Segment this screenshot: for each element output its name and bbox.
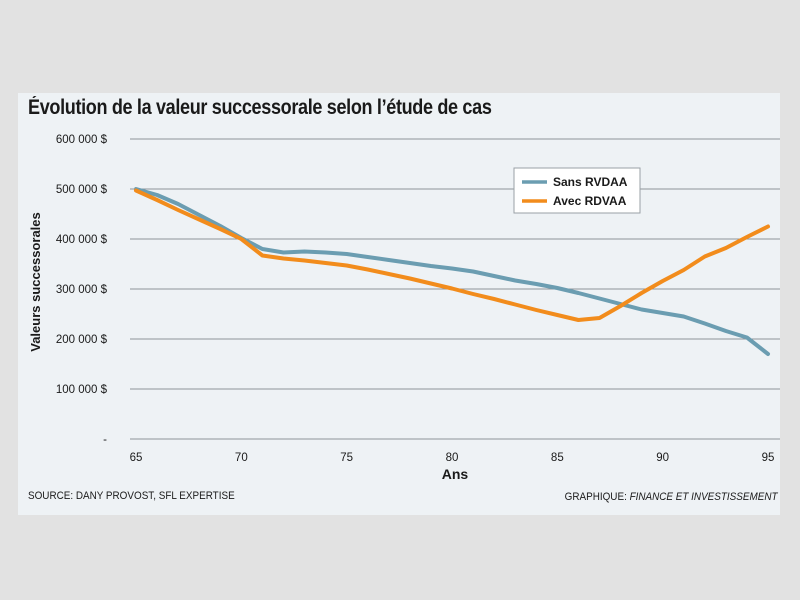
legend-label: Sans RVDAA xyxy=(553,175,628,189)
y-axis-ticks: - 100 000 $ 200 000 $ 300 000 $ 400 000 $ 500… xyxy=(56,134,108,446)
graphic-credit: GRAPHIQUE: FINANCE ET INVESTISSEMENT xyxy=(565,491,778,503)
x-axis-ticks: 65 70 75 80 85 90 95 xyxy=(130,452,775,464)
legend: Sans RVDAA Avec RDVAA xyxy=(513,167,641,214)
y-tick-label: 200 000 $ xyxy=(56,334,108,346)
y-tick-label: 100 000 $ xyxy=(56,384,108,396)
y-tick-label: 600 000 $ xyxy=(56,134,108,146)
legend-box xyxy=(513,167,641,214)
y-tick-label: 500 000 $ xyxy=(56,184,108,196)
source-note: SOURCE: DANY PROVOST, SFL EXPERTISE xyxy=(28,490,235,502)
x-tick-label: 95 xyxy=(762,452,775,464)
y-tick-label: 400 000 $ xyxy=(56,234,108,246)
x-tick-label: 85 xyxy=(551,452,564,464)
y-tick-label: - xyxy=(103,434,107,446)
chart-title: Évolution de la valeur successorale selo… xyxy=(28,96,492,119)
x-tick-label: 70 xyxy=(235,452,248,464)
x-tick-label: 75 xyxy=(340,452,353,464)
chart-card xyxy=(18,93,780,515)
x-axis-label: Ans xyxy=(442,466,469,482)
series-line-avec-rdvaa xyxy=(134,188,770,322)
y-tick-label: 300 000 $ xyxy=(56,284,108,296)
credit-prefix: GRAPHIQUE: xyxy=(565,491,631,503)
x-tick-label: 65 xyxy=(130,452,143,464)
series-lines xyxy=(134,187,770,356)
credit-name: FINANCE ET INVESTISSEMENT xyxy=(630,491,778,503)
x-tick-label: 80 xyxy=(446,452,459,464)
y-axis-label: Valeurs successorales xyxy=(28,212,43,352)
x-tick-label: 90 xyxy=(656,452,669,464)
legend-label: Avec RDVAA xyxy=(553,194,627,208)
series-line-sans-rvdaa xyxy=(134,187,770,356)
